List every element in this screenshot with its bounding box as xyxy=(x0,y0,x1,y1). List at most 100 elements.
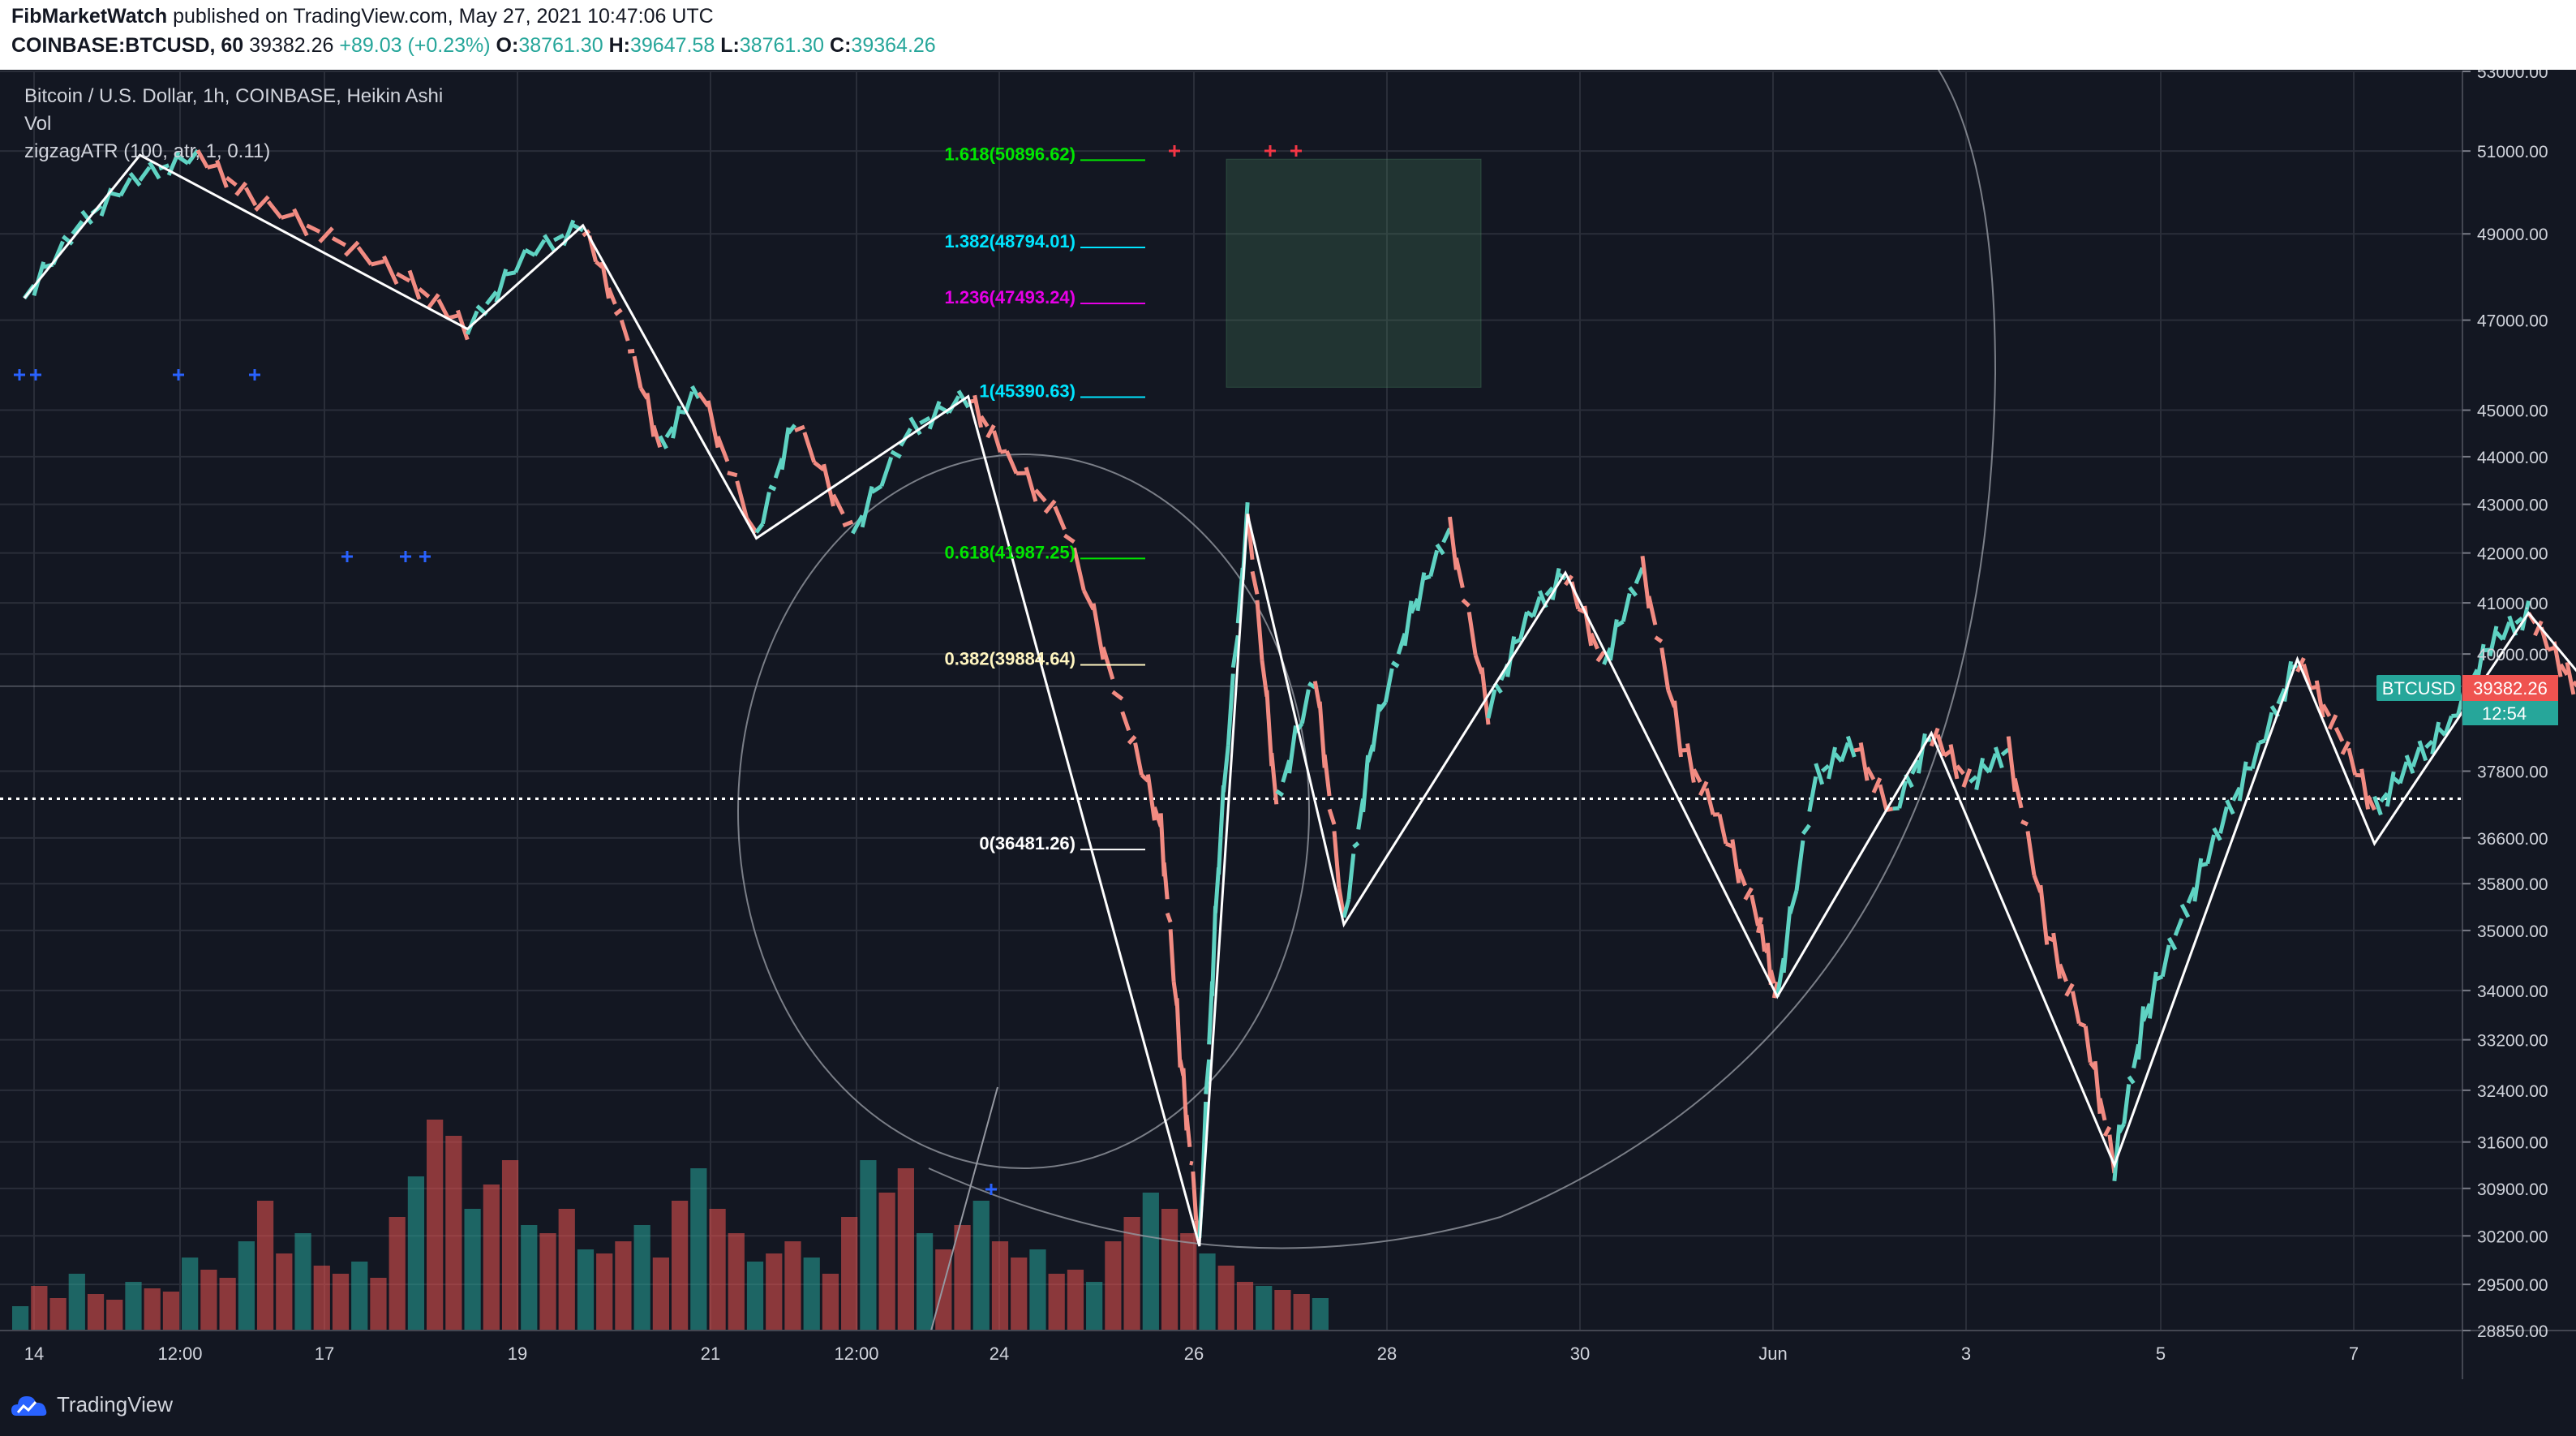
volume-bar xyxy=(294,1233,311,1331)
volume-bar xyxy=(144,1288,161,1331)
price-tick-label: 36600.00 xyxy=(2477,830,2548,849)
price-candle xyxy=(2192,858,2204,902)
price-candle xyxy=(1371,703,1381,752)
price-candle xyxy=(1704,788,1715,815)
price-candle xyxy=(2340,741,2351,755)
price-candle xyxy=(632,355,643,389)
price-candle xyxy=(600,261,611,299)
legend-indicator[interactable]: zigzagATR (100, atr, 1, 0.11) xyxy=(24,140,271,162)
price-candle xyxy=(2258,738,2266,745)
volume-bar xyxy=(954,1225,971,1331)
legend-vol[interactable]: Vol xyxy=(24,113,52,135)
volume-bar xyxy=(256,1201,274,1331)
price-candle xyxy=(1361,755,1371,813)
price-candle xyxy=(745,517,758,534)
price-candle xyxy=(2064,982,2075,997)
volume-bar xyxy=(878,1193,895,1331)
volume-bar xyxy=(389,1217,406,1331)
price-candle xyxy=(1307,681,1316,690)
price-candle xyxy=(1281,759,1291,783)
volume-bar xyxy=(1293,1294,1310,1331)
price-candle xyxy=(2547,646,2555,652)
time-tick-label: 17 xyxy=(315,1344,334,1364)
price-candle xyxy=(1628,586,1638,597)
price-candle xyxy=(658,435,668,449)
price-candle xyxy=(2309,685,2317,690)
price-candle xyxy=(1337,887,1346,918)
close-label: C: xyxy=(830,34,852,57)
price-candle xyxy=(447,313,459,320)
price-candle xyxy=(1269,752,1279,805)
price-candle xyxy=(1771,981,1780,999)
volume-bar xyxy=(162,1292,180,1331)
volume-bar xyxy=(501,1160,519,1331)
price-candle xyxy=(1352,841,1360,849)
price-candle xyxy=(1402,600,1414,647)
zigzag-marker xyxy=(14,369,25,380)
volume-bar xyxy=(822,1274,839,1331)
price-candle xyxy=(1101,646,1115,680)
price-candle xyxy=(706,400,720,449)
publisher-name[interactable]: FibMarketWatch xyxy=(11,5,168,28)
legend-title[interactable]: Bitcoin / U.S. Dollar, 1h, COINBASE, Hei… xyxy=(24,85,444,107)
price-candle xyxy=(370,259,384,267)
symbol-label: COINBASE:BTCUSD, 60 xyxy=(11,34,244,57)
price-tick-label: 28850.00 xyxy=(2477,1322,2548,1341)
cycle-circle-small xyxy=(737,454,1310,1169)
price-candle xyxy=(1111,690,1124,701)
volume-bar xyxy=(596,1253,613,1331)
price-change: +89.03 (+0.23%) xyxy=(339,34,491,57)
zigzag-marker xyxy=(249,369,260,380)
price-candle xyxy=(1692,768,1702,784)
price-candle xyxy=(2051,932,2063,979)
price-candle xyxy=(1801,823,1811,836)
price-candle xyxy=(1441,527,1452,544)
zigzag-line xyxy=(23,153,2576,1247)
close-value: 39364.26 xyxy=(851,34,936,57)
price-candle xyxy=(1654,635,1664,643)
price-candle xyxy=(1814,763,1825,785)
price-series xyxy=(14,145,2576,1247)
price-candle xyxy=(735,480,749,519)
volume-bar xyxy=(407,1176,425,1331)
price-candle xyxy=(2327,714,2338,730)
price-candle xyxy=(1053,505,1067,531)
price-tag-price-bg xyxy=(2462,675,2558,701)
price-candle xyxy=(1428,549,1440,577)
price-candle xyxy=(331,236,347,247)
volume-bar xyxy=(690,1168,707,1331)
price-candle xyxy=(2552,641,2563,677)
price-candle xyxy=(1165,912,1173,923)
price-candle xyxy=(1033,488,1047,503)
price-candle xyxy=(1929,727,1940,747)
price-candle xyxy=(1250,570,1260,595)
price-candle xyxy=(2038,884,2050,945)
tradingview-logo[interactable]: TradingView xyxy=(11,1392,173,1417)
price-candle xyxy=(671,405,681,439)
price-candle xyxy=(1659,647,1671,690)
price-candle xyxy=(1743,887,1754,901)
price-candle xyxy=(2166,936,2178,951)
price-chart[interactable]: 1.618(50896.62) 1.382(48794.01) 1.236(4749… xyxy=(0,70,2576,1379)
price-candle xyxy=(306,223,321,234)
price-candle xyxy=(1275,789,1285,798)
price-candle xyxy=(1390,660,1400,669)
volume-bar xyxy=(483,1184,500,1331)
price-tag-symbol-bg xyxy=(2376,675,2461,701)
price-candle xyxy=(2558,663,2570,677)
price-candle xyxy=(2488,626,2499,657)
price-candle xyxy=(524,247,536,257)
price-candle xyxy=(2122,1084,2132,1124)
price-candle xyxy=(344,240,360,257)
zigzag-marker xyxy=(1290,145,1302,157)
price-candle xyxy=(787,423,796,435)
price-candle xyxy=(1544,586,1555,597)
volume-bar xyxy=(1105,1241,1122,1331)
price-tick-label: 47000.00 xyxy=(2477,312,2548,331)
price-candle xyxy=(2070,991,2081,1024)
price-candle xyxy=(773,458,784,479)
price-tick-label: 41000.00 xyxy=(2477,595,2548,613)
price-candle xyxy=(1145,774,1157,821)
price-candle xyxy=(2359,768,2371,810)
price-candle xyxy=(1616,620,1625,628)
